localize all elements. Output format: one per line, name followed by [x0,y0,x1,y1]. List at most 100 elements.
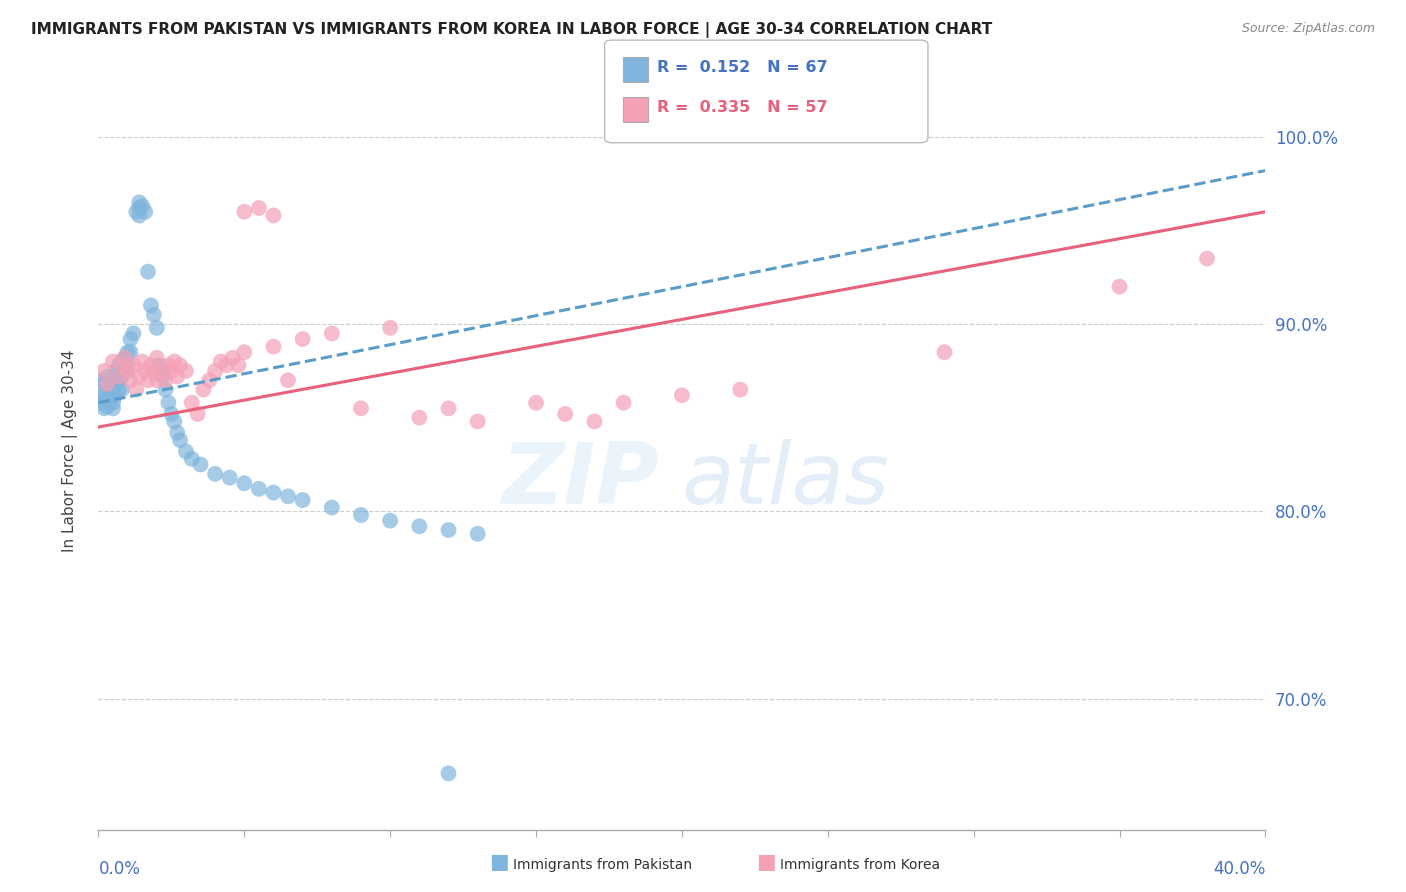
Point [730,383,752,397]
Text: ■: ■ [756,853,776,872]
Point [612,395,634,409]
Point [155,373,177,387]
Text: 0.0%: 0.0% [98,860,141,878]
Y-axis label: In Labor Force | Age 30-34: In Labor Force | Age 30-34 [62,349,77,552]
Point [160,364,183,378]
Point [291,493,314,508]
Point [108,383,131,397]
Point [128,209,150,223]
Point [149,359,172,373]
Point [169,359,191,373]
Point [96,392,118,406]
Point [169,433,191,447]
Point [146,321,169,335]
Point [111,383,134,397]
Point [139,359,162,373]
Point [98,388,121,402]
Point [96,369,118,384]
Point [155,383,177,397]
Point [198,373,221,387]
Point [104,376,127,391]
Point [554,407,576,421]
Point [98,383,121,397]
Point [125,383,148,397]
Point [467,526,489,541]
Point [104,388,127,402]
Point [291,332,314,346]
Point [104,364,127,378]
Point [321,500,343,515]
Point [467,414,489,428]
Point [101,373,124,387]
Point [166,369,188,384]
Point [134,364,156,378]
Text: atlas: atlas [682,439,890,523]
Point [380,321,402,335]
Point [247,201,270,215]
Point [90,395,112,409]
Point [166,425,188,440]
Point [117,359,139,373]
Point [108,369,131,384]
Point [180,395,202,409]
Point [228,359,250,373]
Point [93,376,115,391]
Point [142,364,165,378]
Point [671,388,693,402]
Text: ■: ■ [489,853,509,872]
Point [247,482,270,496]
Point [152,364,174,378]
Point [233,345,256,359]
Point [350,508,373,522]
Point [233,204,256,219]
Point [437,766,460,780]
Point [1108,279,1130,293]
Point [204,467,226,481]
Point [408,519,430,533]
Point [101,395,124,409]
Point [111,359,134,373]
Point [277,489,299,503]
Point [174,444,197,458]
Point [117,364,139,378]
Point [218,470,240,484]
Point [262,209,284,223]
Point [160,407,183,421]
Point [524,395,547,409]
Point [111,369,134,384]
Point [131,199,153,213]
Point [233,476,256,491]
Text: Immigrants from Pakistan: Immigrants from Pakistan [513,858,692,872]
Text: Immigrants from Korea: Immigrants from Korea [780,858,941,872]
Point [108,373,131,387]
Point [157,359,180,373]
Point [120,345,142,359]
Point [101,354,124,368]
Point [122,326,145,341]
Point [90,388,112,402]
Point [117,345,139,359]
Point [380,514,402,528]
Point [262,340,284,354]
Text: R =  0.335   N = 57: R = 0.335 N = 57 [657,100,827,115]
Point [120,332,142,346]
Point [101,383,124,397]
Point [111,354,134,368]
Point [108,359,131,373]
Point [128,195,150,210]
Point [215,359,238,373]
Point [122,359,145,373]
Point [437,401,460,416]
Text: ZIP: ZIP [501,439,658,523]
Point [408,410,430,425]
Point [114,351,136,365]
Point [101,401,124,416]
Point [190,458,212,472]
Point [187,407,209,421]
Point [125,204,148,219]
Point [277,373,299,387]
Text: IMMIGRANTS FROM PAKISTAN VS IMMIGRANTS FROM KOREA IN LABOR FORCE | AGE 30-34 COR: IMMIGRANTS FROM PAKISTAN VS IMMIGRANTS F… [31,22,993,38]
Point [262,485,284,500]
Point [163,354,186,368]
Point [583,414,606,428]
